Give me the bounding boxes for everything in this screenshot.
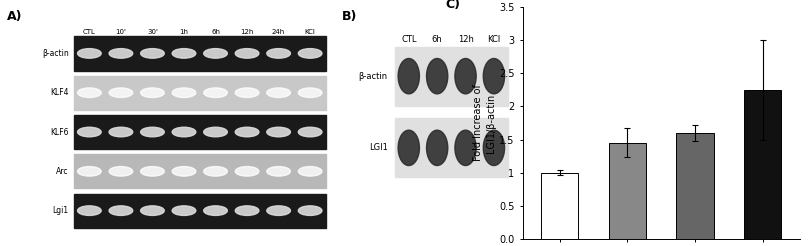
Ellipse shape	[109, 127, 133, 137]
Ellipse shape	[398, 59, 419, 94]
Bar	[394, 118, 508, 177]
Ellipse shape	[141, 167, 164, 176]
Ellipse shape	[455, 130, 476, 166]
Ellipse shape	[172, 167, 196, 176]
Ellipse shape	[267, 88, 290, 97]
Text: 12h: 12h	[457, 35, 473, 44]
Ellipse shape	[109, 206, 133, 215]
Ellipse shape	[235, 167, 259, 176]
Ellipse shape	[298, 88, 322, 97]
Ellipse shape	[141, 127, 164, 137]
Ellipse shape	[427, 59, 448, 94]
Text: KLF6: KLF6	[50, 127, 69, 137]
Ellipse shape	[235, 206, 259, 215]
Ellipse shape	[109, 167, 133, 176]
Ellipse shape	[235, 88, 259, 97]
Text: 6h: 6h	[431, 35, 443, 44]
Ellipse shape	[267, 49, 290, 58]
Ellipse shape	[141, 206, 164, 215]
Ellipse shape	[109, 49, 133, 58]
Bar	[394, 47, 508, 106]
Ellipse shape	[483, 130, 504, 166]
Ellipse shape	[298, 206, 322, 215]
Ellipse shape	[78, 206, 101, 215]
Bar	[74, 36, 326, 71]
Ellipse shape	[455, 59, 476, 94]
Text: Arc: Arc	[57, 167, 69, 176]
Bar	[676, 133, 713, 239]
Text: A): A)	[7, 10, 23, 23]
Ellipse shape	[267, 167, 290, 176]
Text: Lgi1: Lgi1	[53, 206, 69, 215]
Ellipse shape	[172, 49, 196, 58]
Text: 1h: 1h	[179, 29, 188, 35]
Ellipse shape	[483, 59, 504, 94]
Text: CTL: CTL	[401, 35, 417, 44]
Bar	[609, 143, 646, 239]
Text: KCl: KCl	[487, 35, 500, 44]
Bar	[74, 115, 326, 149]
Text: CTL: CTL	[83, 29, 96, 35]
Ellipse shape	[267, 206, 290, 215]
Bar	[74, 194, 326, 228]
Ellipse shape	[78, 88, 101, 97]
Ellipse shape	[78, 127, 101, 137]
Ellipse shape	[235, 49, 259, 58]
Text: 24h: 24h	[272, 29, 285, 35]
Ellipse shape	[141, 88, 164, 97]
Bar	[74, 76, 326, 110]
Ellipse shape	[204, 127, 227, 137]
Bar	[744, 90, 781, 239]
Y-axis label: Fold Increase of
LGI1/β-actin: Fold Increase of LGI1/β-actin	[473, 85, 496, 161]
Ellipse shape	[78, 167, 101, 176]
Ellipse shape	[298, 127, 322, 137]
Ellipse shape	[78, 49, 101, 58]
Ellipse shape	[172, 88, 196, 97]
Ellipse shape	[204, 49, 227, 58]
Bar	[74, 154, 326, 188]
Ellipse shape	[427, 130, 448, 166]
Text: C): C)	[445, 0, 460, 11]
Text: β-actin: β-actin	[359, 72, 388, 81]
Ellipse shape	[298, 49, 322, 58]
Text: B): B)	[342, 10, 357, 23]
Ellipse shape	[172, 206, 196, 215]
Ellipse shape	[141, 49, 164, 58]
Ellipse shape	[172, 127, 196, 137]
Text: 10': 10'	[116, 29, 126, 35]
Ellipse shape	[204, 206, 227, 215]
Ellipse shape	[204, 88, 227, 97]
Ellipse shape	[235, 127, 259, 137]
Text: LGI1: LGI1	[369, 143, 388, 152]
Text: KCl: KCl	[305, 29, 316, 35]
Ellipse shape	[267, 127, 290, 137]
Text: 6h: 6h	[211, 29, 220, 35]
Ellipse shape	[109, 88, 133, 97]
Text: KLF4: KLF4	[50, 88, 69, 97]
Text: 12h: 12h	[240, 29, 254, 35]
Text: 30': 30'	[147, 29, 158, 35]
Text: β-actin: β-actin	[42, 49, 69, 58]
Bar	[541, 172, 579, 239]
Ellipse shape	[298, 167, 322, 176]
Ellipse shape	[398, 130, 419, 166]
Ellipse shape	[204, 167, 227, 176]
